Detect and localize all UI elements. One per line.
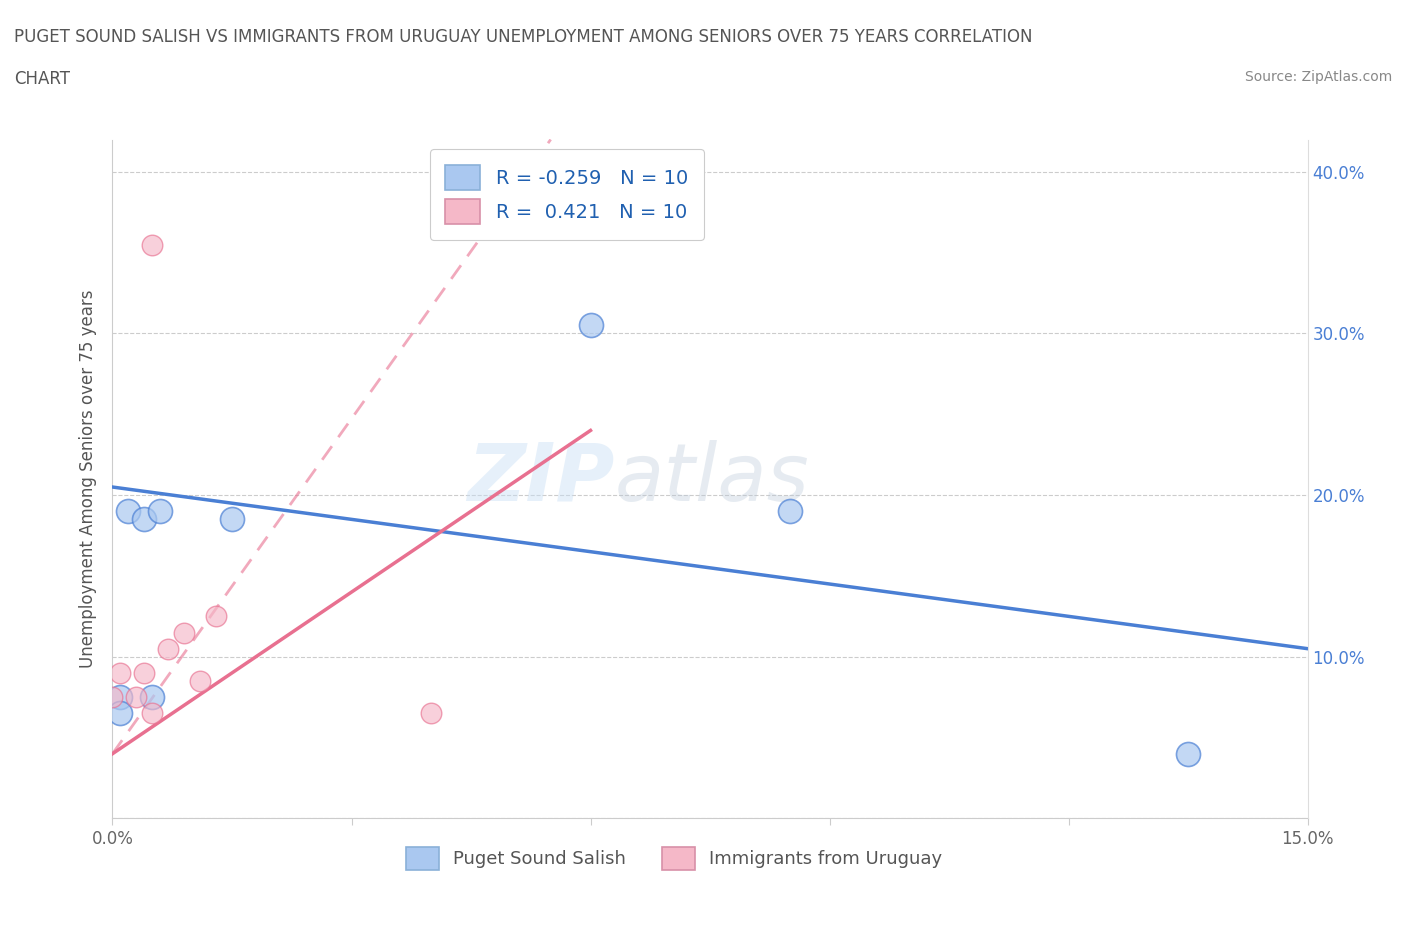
Point: [117, 504, 139, 519]
Legend: Puget Sound Salish, Immigrants from Uruguay: Puget Sound Salish, Immigrants from Urug…: [399, 840, 949, 877]
Point: [157, 642, 180, 657]
Point: [579, 318, 602, 333]
Y-axis label: Unemployment Among Seniors over 75 years: Unemployment Among Seniors over 75 years: [79, 290, 97, 668]
Point: [141, 690, 163, 705]
Point: [141, 237, 163, 252]
Point: [101, 690, 124, 705]
Point: [125, 690, 148, 705]
Point: [110, 666, 132, 681]
Point: [141, 706, 163, 721]
Text: Source: ZipAtlas.com: Source: ZipAtlas.com: [1244, 70, 1392, 84]
Point: [205, 609, 228, 624]
Point: [134, 512, 156, 526]
Point: [1177, 746, 1199, 761]
Point: [221, 512, 243, 526]
Point: [779, 504, 801, 519]
Text: atlas: atlas: [614, 440, 810, 518]
Point: [110, 690, 132, 705]
Point: [173, 625, 195, 640]
Point: [134, 666, 156, 681]
Point: [149, 504, 172, 519]
Text: PUGET SOUND SALISH VS IMMIGRANTS FROM URUGUAY UNEMPLOYMENT AMONG SENIORS OVER 75: PUGET SOUND SALISH VS IMMIGRANTS FROM UR…: [14, 28, 1032, 46]
Text: ZIP: ZIP: [467, 440, 614, 518]
Point: [188, 673, 211, 688]
Point: [420, 706, 443, 721]
Point: [110, 706, 132, 721]
Text: CHART: CHART: [14, 70, 70, 87]
